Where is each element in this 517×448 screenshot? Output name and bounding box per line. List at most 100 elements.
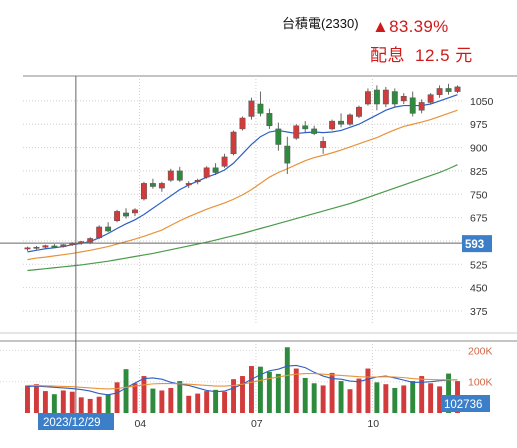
candle-body: [257, 103, 264, 114]
volume-axis-tick-label: 100K: [468, 377, 493, 389]
candle-body: [454, 86, 461, 92]
x-axis-tick-label: 04: [134, 418, 146, 430]
x-axis-tick-label: 10: [367, 418, 379, 430]
dividend-info: 配息 12.5 元: [370, 41, 483, 66]
volume-bar: [42, 391, 48, 413]
candle-body: [132, 209, 138, 214]
volume-bar: [347, 389, 353, 413]
candle-body: [382, 89, 389, 105]
price-axis-tick-label: 1050: [470, 96, 494, 108]
candle-body: [400, 95, 407, 102]
volume-bar: [51, 394, 57, 413]
candle-body: [105, 226, 112, 232]
volume-bar: [204, 391, 210, 413]
candle-body: [42, 245, 49, 248]
price-ma-long-line: [27, 164, 458, 272]
candle-body: [185, 183, 192, 186]
volume-bar: [437, 386, 443, 413]
price-axis-tick-label: 825: [470, 166, 488, 178]
candle-body: [302, 125, 309, 130]
volume-axis-tick-label: 200K: [468, 345, 493, 357]
candle-body: [51, 245, 58, 248]
candle-body: [364, 91, 371, 105]
volume-bar: [123, 369, 129, 413]
candle-body: [194, 180, 201, 183]
volume-bar: [222, 391, 228, 413]
candle-body: [320, 141, 327, 148]
price-axis-tick-label: 375: [470, 306, 488, 318]
crosshair-price-badge: [462, 235, 492, 253]
volume-bar: [284, 347, 290, 413]
candle-body: [373, 89, 380, 105]
volume-bar: [132, 383, 138, 413]
candle-body: [391, 91, 398, 105]
volume-bar: [177, 381, 183, 413]
volume-bar: [33, 384, 39, 413]
price-ma-mid-line: [27, 109, 458, 261]
candle-body: [275, 128, 282, 145]
volume-bar: [69, 391, 75, 413]
price-axis-tick-label: 450: [470, 283, 488, 295]
volume-bar: [240, 376, 245, 413]
price-change-percent: ▲83.39%: [372, 17, 449, 36]
candle-body: [239, 117, 246, 130]
volume-bar: [428, 383, 434, 413]
candle-body: [356, 106, 362, 117]
candle-body: [418, 102, 425, 111]
volume-bar: [186, 395, 192, 413]
volume-bar: [356, 378, 362, 413]
candle-body: [284, 145, 291, 164]
volume-bar: [266, 371, 272, 413]
candle-body: [221, 156, 228, 167]
candle-body: [311, 128, 318, 134]
volume-bar: [365, 368, 371, 413]
volume-bar: [168, 387, 174, 413]
volume-bar: [105, 394, 111, 413]
candle-body: [114, 211, 121, 221]
price-axis-tick-label: 900: [470, 143, 488, 155]
candle-body: [293, 125, 300, 139]
volume-bar: [114, 382, 120, 413]
candle-body: [347, 114, 353, 125]
volume-bar: [275, 373, 281, 413]
candle-body: [338, 120, 344, 125]
volume-bar: [195, 393, 201, 413]
candle-body: [436, 88, 443, 95]
volume-bar: [60, 390, 66, 413]
volume-bar: [311, 383, 317, 413]
last-volume-badge: [441, 395, 490, 412]
last-volume-label: 102736: [444, 399, 482, 411]
candle-body: [96, 226, 103, 239]
candle-body: [427, 94, 434, 103]
volume-bar: [320, 385, 326, 413]
crosshair-price-label: 593: [465, 239, 484, 251]
crosshair-date-label: 2023/12/29: [43, 417, 101, 429]
volume-bar: [213, 389, 219, 413]
candle-body: [141, 183, 147, 200]
volume-ma-long-line: [27, 373, 458, 390]
candle-body: [230, 131, 237, 155]
candle-body: [409, 97, 416, 114]
volume-bar: [159, 390, 165, 413]
volume-bar: [401, 385, 407, 413]
candle-body: [266, 113, 273, 127]
price-axis-tick-label: 675: [470, 213, 488, 225]
candle-body: [212, 167, 219, 173]
volume-bar: [329, 372, 335, 413]
volume-bar: [392, 387, 398, 413]
candle-body: [248, 100, 255, 117]
candle-body: [329, 120, 336, 130]
stock-title: 台積電(2330): [282, 16, 359, 31]
volume-bar: [141, 376, 147, 413]
candle-body: [123, 212, 129, 217]
x-axis-tick-label: 07: [251, 418, 263, 430]
candle-body: [24, 247, 31, 250]
candle-body: [203, 167, 210, 178]
volume-bar: [25, 385, 30, 413]
candle-body: [445, 88, 452, 92]
volume-bar: [96, 396, 102, 413]
volume-bar: [150, 388, 156, 413]
volume-bar: [231, 379, 237, 413]
price-axis-tick-label: 975: [470, 119, 488, 131]
